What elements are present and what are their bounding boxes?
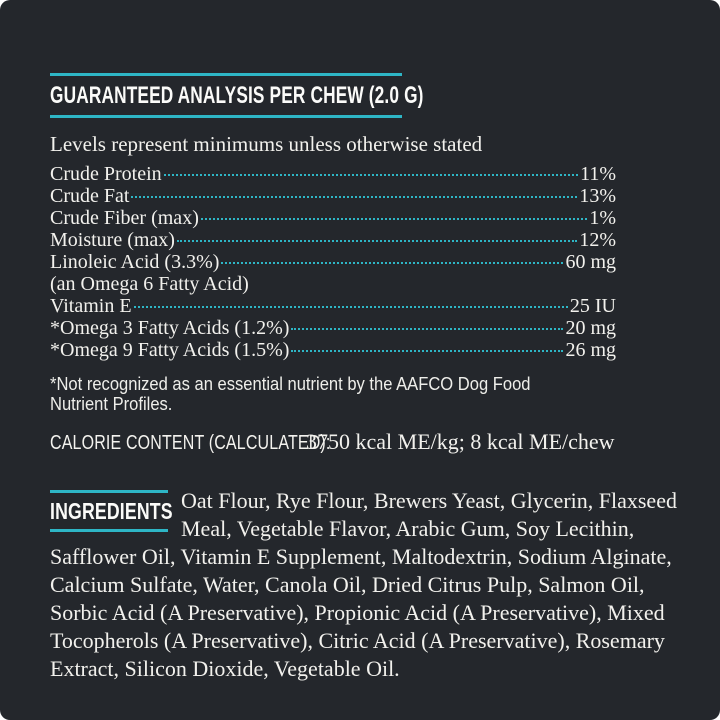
calorie-content-line: CALORIE CONTENT (CALCULATED): 3750 kcal … <box>50 429 676 456</box>
dotted-leader <box>176 240 578 242</box>
guaranteed-analysis-title: GUARANTEED ANALYSIS PER CHEW (2.0 G) <box>50 82 424 109</box>
header-title-wrap: GUARANTEED ANALYSIS PER CHEW (2.0 G) <box>50 76 423 115</box>
nutrient-label: Moisture (max) <box>50 229 175 251</box>
guaranteed-analysis-header: GUARANTEED ANALYSIS PER CHEW (2.0 G) <box>50 73 423 118</box>
ingredients-section: INGREDIENTS Oat Flour, Rye Flour, Brewer… <box>50 487 678 683</box>
analysis-row-omega6-note: (an Omega 6 Fatty Acid) <box>50 273 616 295</box>
analysis-table: Crude Protein 11% Crude Fat 13% Crude Fi… <box>50 163 616 361</box>
ingredients-header: INGREDIENTS <box>50 490 173 532</box>
header-top-rule <box>50 73 402 76</box>
analysis-row-crude-fat: Crude Fat 13% <box>50 185 616 207</box>
dotted-leader <box>131 196 578 198</box>
dotted-leader <box>133 306 568 308</box>
nutrient-value: 26 mg <box>565 339 616 361</box>
ingredients-top-rule <box>50 490 168 493</box>
nutrient-label: Vitamin E <box>50 295 132 317</box>
nutrient-note: (an Omega 6 Fatty Acid) <box>50 273 249 295</box>
analysis-row-crude-protein: Crude Protein 11% <box>50 163 616 185</box>
nutrient-value: 20 mg <box>565 317 616 339</box>
analysis-row-moisture: Moisture (max) 12% <box>50 229 616 251</box>
ingredients-list: Oat Flour, Rye Flour, Brewers Yeast, Gly… <box>50 488 677 681</box>
nutrient-value: 1% <box>589 207 616 229</box>
analysis-row-crude-fiber: Crude Fiber (max) 1% <box>50 207 616 229</box>
nutrient-label: Linoleic Acid (3.3%) <box>50 251 220 273</box>
nutrient-value: 25 IU <box>569 295 616 317</box>
analysis-row-omega9: *Omega 9 Fatty Acids (1.5%) 26 mg <box>50 339 616 361</box>
calorie-content-value: 3750 kcal ME/kg; 8 kcal ME/chew <box>306 429 615 454</box>
dotted-leader <box>200 218 588 220</box>
levels-subtitle: Levels represent minimums unless otherwi… <box>50 132 483 156</box>
nutrient-label: *Omega 9 Fatty Acids (1.5%) <box>50 339 290 361</box>
analysis-row-vitamin-e: Vitamin E 25 IU <box>50 295 616 317</box>
analysis-row-omega3: *Omega 3 Fatty Acids (1.2%) 20 mg <box>50 317 616 339</box>
nutrient-label: *Omega 3 Fatty Acids (1.2%) <box>50 317 290 339</box>
ingredients-label-wrap: INGREDIENTS <box>50 493 173 529</box>
aafco-footnote: *Not recognized as an essential nutrient… <box>50 374 531 414</box>
nutrient-value: 60 mg <box>565 251 616 273</box>
ingredients-bottom-rule <box>50 529 168 532</box>
calorie-content-label: CALORIE CONTENT (CALCULATED): <box>50 432 331 454</box>
dotted-leader <box>291 350 564 352</box>
header-bottom-rule <box>50 115 402 118</box>
nutrient-value: 11% <box>580 163 616 185</box>
dotted-leader <box>221 262 564 264</box>
dotted-leader <box>291 328 564 330</box>
nutrient-value: 12% <box>579 229 616 251</box>
ingredients-title: INGREDIENTS <box>50 498 173 524</box>
dotted-leader <box>163 174 579 176</box>
nutrient-value: 13% <box>579 185 616 207</box>
nutrient-label: Crude Protein <box>50 163 162 185</box>
nutrient-label: Crude Fat <box>50 185 130 207</box>
analysis-row-linoleic-acid: Linoleic Acid (3.3%) 60 mg <box>50 251 616 273</box>
calorie-content-label-box: CALORIE CONTENT (CALCULATED): <box>50 430 330 456</box>
nutrient-label: Crude Fiber (max) <box>50 207 199 229</box>
